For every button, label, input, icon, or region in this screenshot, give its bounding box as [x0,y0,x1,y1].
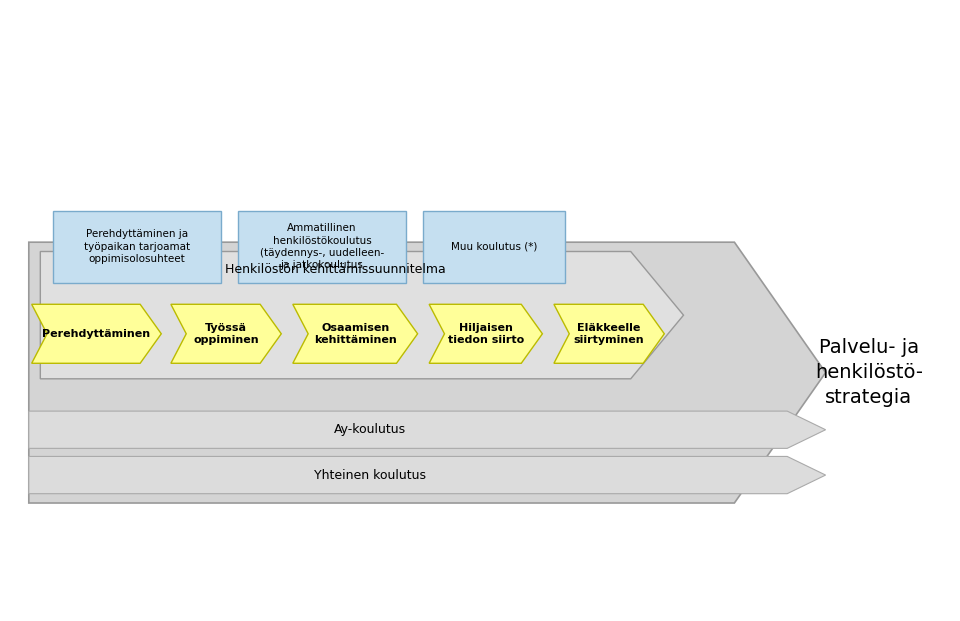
Polygon shape [429,304,542,363]
Polygon shape [29,242,826,503]
Text: Perehdyttäminen: Perehdyttäminen [42,329,151,339]
Polygon shape [40,252,684,379]
Polygon shape [32,304,161,363]
Bar [53,211,221,283]
Text: Perehdyttäminen ja
työpaikan tarjoamat
oppimisolosuhteet: Perehdyttäminen ja työpaikan tarjoamat o… [84,229,190,265]
Bar [423,211,565,283]
Text: Palvelu- ja
henkilöstö-
strategia: Palvelu- ja henkilöstö- strategia [815,338,923,407]
Polygon shape [171,304,281,363]
Polygon shape [554,304,664,363]
Text: Ammatillinen
henkilöstökoulutus
(täydennys-, uudelleen-
ja jatkokoulutus: Ammatillinen henkilöstökoulutus (täydenn… [260,223,384,271]
Text: Henkilöstön kehittämissuunnitelma: Henkilöstön kehittämissuunnitelma [226,263,445,276]
Text: Osaamisen
kehittäminen: Osaamisen kehittäminen [314,322,396,345]
Bar [238,211,406,283]
Polygon shape [293,304,418,363]
Text: Ay-koulutus: Ay-koulutus [334,424,406,436]
Text: Yhteinen koulutus: Yhteinen koulutus [314,469,426,481]
Text: Muu koulutus (*): Muu koulutus (*) [451,242,538,252]
Polygon shape [29,456,826,494]
Polygon shape [29,411,826,448]
Text: Eläkkeelle
siirtyminen: Eläkkeelle siirtyminen [574,322,644,345]
Text: Hiljaisen
tiedon siirto: Hiljaisen tiedon siirto [447,322,524,345]
Text: Työssä
oppiminen: Työssä oppiminen [193,322,259,345]
